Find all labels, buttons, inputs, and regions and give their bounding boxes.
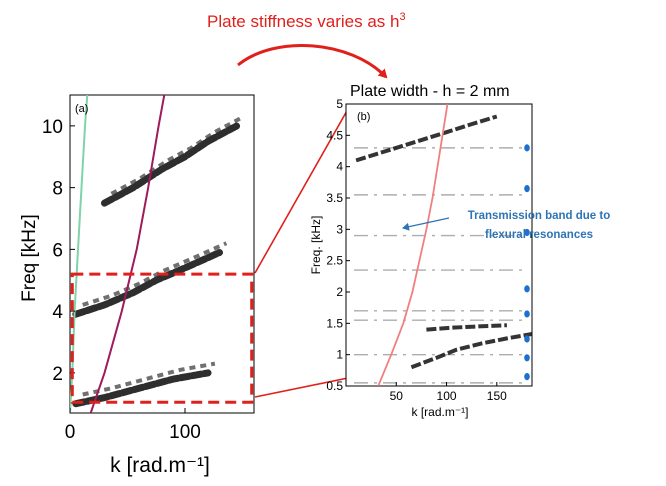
panel-b-ticks: 0.5 1 1.5 2 2.5 3 3.5 4 4.5 5 50 100 150: [326, 97, 507, 403]
resonance-dot: [524, 144, 530, 152]
y-tick-label: 1.5: [326, 316, 343, 330]
y-tick-label: 2.5: [326, 254, 343, 268]
x-tick-label: 50: [390, 389, 404, 403]
dispersion-band: [72, 249, 223, 318]
panel-a-ylabel: Freq [kHz]: [19, 214, 40, 302]
top-caption-exponent: 3: [399, 11, 405, 23]
dispersion-band: [410, 332, 532, 370]
top-caption-text: Plate stiffness varies as h: [207, 12, 399, 31]
y-tick-label: 0.5: [326, 379, 343, 393]
zoom-line-bottom: [254, 377, 349, 398]
panel-b-dots: [524, 144, 530, 381]
y-tick-label: 6: [52, 240, 63, 261]
panel-b-xlabel: k [rad.m⁻¹]: [411, 405, 468, 419]
curved-red-arrow: [237, 43, 388, 79]
panel-a-frame: [69, 94, 255, 414]
dispersion-band: [101, 122, 241, 207]
annotation-line-2: flexural resonances: [485, 229, 593, 241]
annotation-arrow: [402, 217, 450, 231]
resonance-dot: [524, 373, 530, 381]
panel-b-label: (b): [357, 111, 370, 123]
panel-b-bands: [355, 114, 532, 370]
y-tick-label: 3: [336, 222, 343, 236]
salmon-curve: [377, 104, 449, 386]
y-tick-label: 4: [52, 302, 63, 323]
x-tick-label: 150: [487, 389, 507, 403]
panel-b-ylabel: Freq. [kHz]: [309, 216, 323, 275]
resonance-dot: [524, 310, 530, 318]
y-tick-label: 10: [42, 117, 63, 138]
resonance-dot: [524, 285, 530, 293]
dispersion-band-shadow: [110, 114, 245, 196]
y-tick-label: 2: [336, 285, 343, 299]
zoom-line-top: [254, 108, 349, 274]
panel-b-frame: [345, 103, 533, 387]
purple-curve: [89, 95, 166, 413]
resonance-dot: [524, 354, 530, 362]
dispersion-band: [355, 114, 498, 163]
x-tick-label: 0: [65, 422, 76, 443]
panel-b-title: Plate width - h = 2 mm: [350, 83, 510, 100]
y-tick-label: 4: [336, 160, 343, 174]
resonance-dot: [524, 228, 530, 237]
y-tick-label: 4.5: [326, 128, 343, 142]
panel-a-bands: [72, 114, 245, 408]
panel-b-curves: [377, 104, 449, 386]
resonance-dot: [524, 335, 530, 343]
panel-a-label: (a): [75, 103, 88, 115]
y-tick-label: 8: [52, 179, 63, 200]
panel-b: 0.5 1 1.5 2 2.5 3 3.5 4 4.5 5 50 100 150 (b) k [rad.…: [309, 97, 533, 419]
dispersion-band-shadow: [82, 241, 228, 307]
dispersion-band-shadow: [82, 361, 216, 397]
annotation-line-1: Transmission band due to: [468, 210, 611, 222]
y-tick-label: 3.5: [326, 191, 343, 205]
dispersion-band: [426, 323, 507, 332]
resonance-dot: [524, 185, 530, 193]
y-tick-label: 2: [52, 364, 63, 385]
y-tick-label: 5: [336, 97, 343, 111]
x-tick-label: 100: [437, 389, 457, 403]
panel-a-xlabel: k [rad.m⁻¹]: [110, 454, 210, 477]
x-tick-label: 100: [169, 422, 201, 443]
highlight-box: [70, 272, 254, 404]
y-tick-label: 1: [336, 348, 343, 362]
top-caption: Plate stiffness varies as h3: [207, 11, 406, 31]
